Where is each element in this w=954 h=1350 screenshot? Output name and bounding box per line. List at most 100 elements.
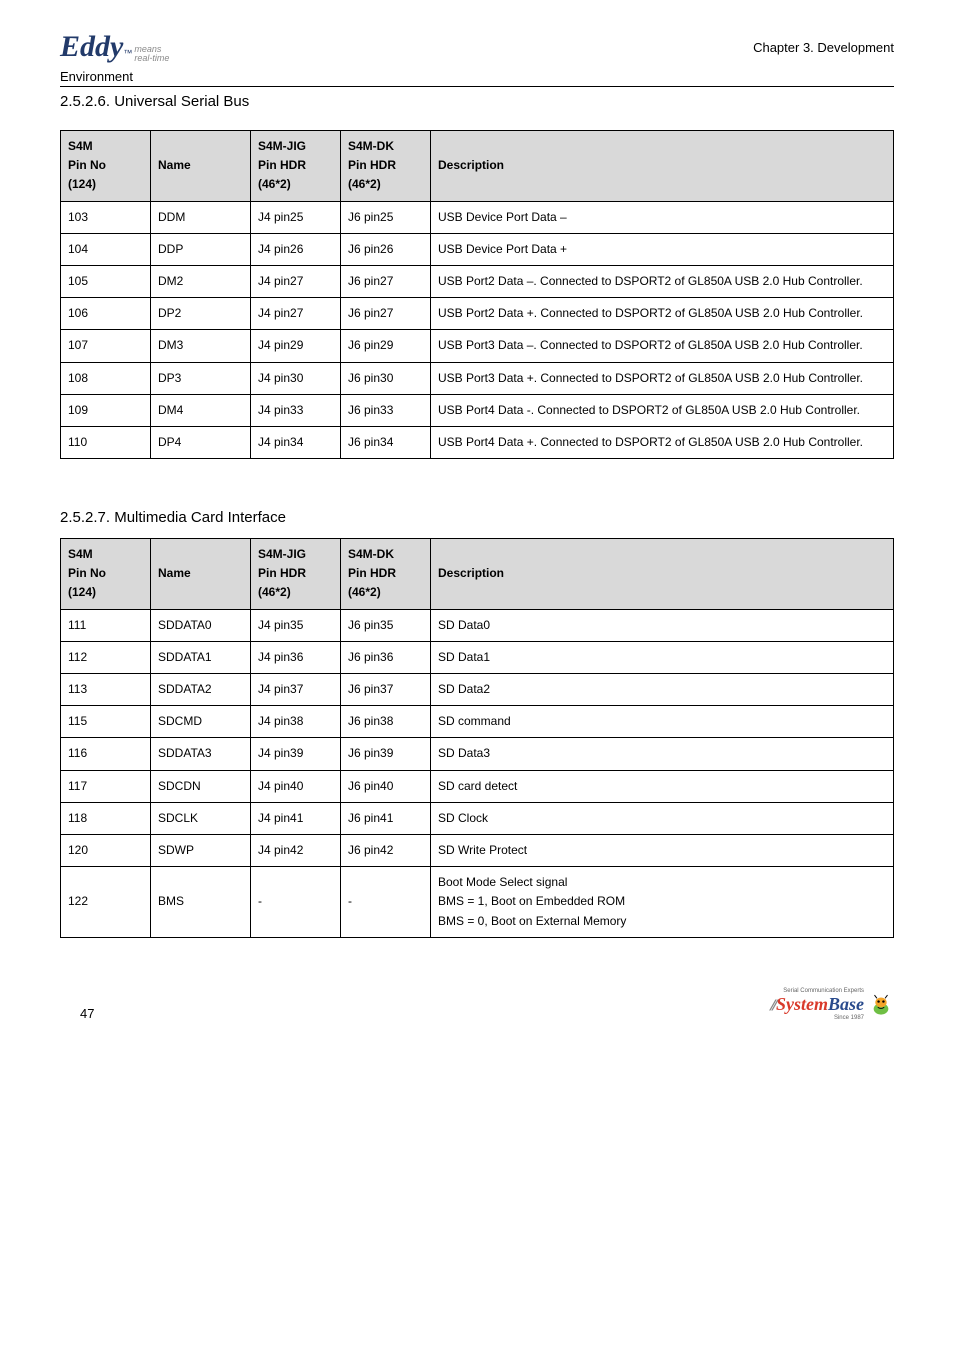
col-name: Name [151,539,251,610]
cell-dk: J6 pin27 [341,298,431,330]
cell-jig: J4 pin36 [251,641,341,673]
cell-name: DDP [151,233,251,265]
mmc-table-body: 111SDDATA0J4 pin35J6 pin35SD Data0112SDD… [61,609,894,937]
cell-desc: SD Data1 [431,641,894,673]
bug-icon [868,991,894,1017]
cell-name: SDCMD [151,706,251,738]
cell-pin: 108 [61,362,151,394]
cell-jig: J4 pin27 [251,265,341,297]
cell-dk: J6 pin36 [341,641,431,673]
cell-jig: J4 pin35 [251,609,341,641]
col-jig: S4M-JIG Pin HDR (46*2) [251,131,341,202]
col-pin: S4M Pin No (124) [61,539,151,610]
cell-jig: J4 pin39 [251,738,341,770]
cell-jig: J4 pin26 [251,233,341,265]
usb-table: S4M Pin No (124) Name S4M-JIG Pin HDR (4… [60,130,894,459]
cell-jig: J4 pin27 [251,298,341,330]
col-dk: S4M-DK Pin HDR (46*2) [341,539,431,610]
cell-jig: J4 pin37 [251,674,341,706]
table-row: 113SDDATA2J4 pin37J6 pin37SD Data2 [61,674,894,706]
cell-name: SDCDN [151,770,251,802]
cell-pin: 107 [61,330,151,362]
cell-name: SDDATA1 [151,641,251,673]
cell-desc: USB Port2 Data –. Connected to DSPORT2 o… [431,265,894,297]
cell-dk: J6 pin34 [341,426,431,458]
cell-pin: 109 [61,394,151,426]
table-header-row: S4M Pin No (124) Name S4M-JIG Pin HDR (4… [61,131,894,202]
page-header: Eddy ™ means real-time Chapter 3. Develo… [60,30,894,67]
page-number: 47 [80,1006,94,1021]
cell-dk: J6 pin27 [341,265,431,297]
table-row: 105DM2J4 pin27J6 pin27USB Port2 Data –. … [61,265,894,297]
cell-desc: USB Port2 Data +. Connected to DSPORT2 o… [431,298,894,330]
table-row: 117SDCDNJ4 pin40J6 pin40SD card detect [61,770,894,802]
cell-name: DP3 [151,362,251,394]
cell-dk: J6 pin40 [341,770,431,802]
cell-desc: USB Device Port Data – [431,201,894,233]
cell-desc: SD Data2 [431,674,894,706]
col-dk: S4M-DK Pin HDR (46*2) [341,131,431,202]
cell-pin: 118 [61,802,151,834]
section-1-title: 2.5.2.6. Universal Serial Bus [60,93,894,110]
cell-desc: SD Clock [431,802,894,834]
cell-desc: SD Write Protect [431,834,894,866]
cell-dk: J6 pin33 [341,394,431,426]
cell-dk: J6 pin39 [341,738,431,770]
cell-pin: 104 [61,233,151,265]
col-pin: S4M Pin No (124) [61,131,151,202]
col-desc: Description [431,539,894,610]
table-row: 115SDCMDJ4 pin38J6 pin38SD command [61,706,894,738]
cell-jig: - [251,867,341,938]
logo: Eddy ™ means real-time [60,30,169,67]
cell-jig: J4 pin40 [251,770,341,802]
cell-dk: J6 pin42 [341,834,431,866]
table-row: 107DM3J4 pin29J6 pin29USB Port3 Data –. … [61,330,894,362]
environment-label: Environment [60,69,894,84]
col-name: Name [151,131,251,202]
footer-logo: Serial Communication Experts ⫽SystemBase… [770,988,894,1021]
logo-block: Eddy ™ means real-time [60,30,169,67]
cell-pin: 111 [61,609,151,641]
cell-jig: J4 pin29 [251,330,341,362]
logo-sub-line2: real-time [134,53,169,63]
cell-name: SDDATA0 [151,609,251,641]
cell-dk: J6 pin30 [341,362,431,394]
logo-subtitle: means real-time [134,45,169,63]
cell-desc: SD Data0 [431,609,894,641]
cell-dk: J6 pin37 [341,674,431,706]
cell-name: DDM [151,201,251,233]
cell-name: SDCLK [151,802,251,834]
cell-name: DM3 [151,330,251,362]
cell-jig: J4 pin34 [251,426,341,458]
cell-dk: J6 pin41 [341,802,431,834]
cell-pin: 106 [61,298,151,330]
table-row: 110DP4J4 pin34J6 pin34USB Port4 Data +. … [61,426,894,458]
cell-name: DM4 [151,394,251,426]
table-row: 116SDDATA3J4 pin39J6 pin39SD Data3 [61,738,894,770]
table-header-row: S4M Pin No (124) Name S4M-JIG Pin HDR (4… [61,539,894,610]
cell-jig: J4 pin38 [251,706,341,738]
cell-pin: 120 [61,834,151,866]
cell-desc: USB Port4 Data -. Connected to DSPORT2 o… [431,394,894,426]
usb-table-body: 103DDMJ4 pin25J6 pin25USB Device Port Da… [61,201,894,459]
cell-name: SDDATA2 [151,674,251,706]
table-row: 106DP2J4 pin27J6 pin27USB Port2 Data +. … [61,298,894,330]
cell-name: DP4 [151,426,251,458]
cell-jig: J4 pin33 [251,394,341,426]
cell-desc: USB Port3 Data –. Connected to DSPORT2 o… [431,330,894,362]
mmc-table: S4M Pin No (124) Name S4M-JIG Pin HDR (4… [60,538,894,938]
cell-jig: J4 pin42 [251,834,341,866]
cell-name: SDWP [151,834,251,866]
cell-name: BMS [151,867,251,938]
logo-tm: ™ [123,48,132,58]
table-row: 112SDDATA1J4 pin36J6 pin36SD Data1 [61,641,894,673]
footer-tagline-2: Since 1987 [770,1015,864,1021]
cell-desc: USB Port3 Data +. Connected to DSPORT2 o… [431,362,894,394]
footer-brand: ⫽SystemBase [770,994,864,1015]
chapter-label: Chapter 3. Development [753,40,894,55]
table-row: 118SDCLKJ4 pin41J6 pin41SD Clock [61,802,894,834]
cell-desc: USB Port4 Data +. Connected to DSPORT2 o… [431,426,894,458]
col-jig: S4M-JIG Pin HDR (46*2) [251,539,341,610]
cell-desc: USB Device Port Data + [431,233,894,265]
cell-pin: 113 [61,674,151,706]
